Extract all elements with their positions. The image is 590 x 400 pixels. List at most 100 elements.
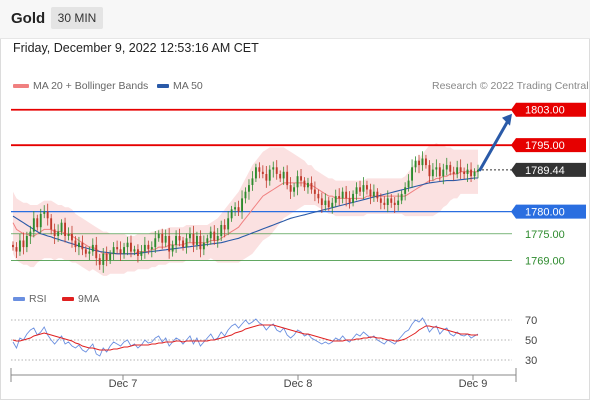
candle-body [53, 229, 56, 236]
candle-body [74, 240, 77, 248]
candle-body [78, 242, 80, 248]
candle-body [116, 247, 119, 250]
candle-body [463, 171, 466, 174]
legend-ma50-label: MA 50 [173, 80, 203, 92]
level-tag-1795.00 [511, 138, 586, 153]
candle-body [154, 238, 157, 248]
credit-label: Research © 2022 Trading Central [432, 80, 589, 92]
candle-body [223, 225, 226, 230]
candle-body [123, 247, 125, 254]
candle-body [366, 185, 368, 190]
candle-body [84, 249, 87, 254]
candle-body [404, 187, 407, 194]
candle-body [130, 242, 132, 252]
candle-body [317, 193, 320, 199]
candle-body [379, 198, 382, 203]
candle-body [362, 185, 365, 192]
level-label-1775.00: 1775.00 [525, 229, 565, 241]
candle-body [157, 233, 160, 239]
candle-body [435, 167, 438, 170]
candle-body [286, 171, 289, 186]
candle-body [386, 198, 389, 205]
candle-body [244, 191, 247, 199]
level-tag-label-1803.00: 1803.00 [525, 105, 565, 117]
level-tag-1803.00 [511, 102, 586, 117]
candle-body [268, 169, 271, 181]
rsi-tick-label-50: 50 [525, 335, 537, 347]
datetime-label: Friday, December 9, 2022 12:53:16 AM CET [13, 41, 259, 55]
candle-body [300, 176, 302, 181]
legend-9ma: 9MA [62, 293, 100, 305]
candle-body [251, 178, 254, 185]
candle-body [185, 238, 188, 248]
candle-body [192, 233, 195, 245]
candle-body [352, 193, 354, 203]
candle-body [182, 240, 184, 248]
legend-ma20: MA 20 + Bollinger Bands [13, 80, 148, 92]
chart-header: Gold 30 MIN [0, 0, 590, 39]
legend-9ma-swatch [62, 297, 74, 302]
candle-body [178, 236, 181, 241]
candle-body [171, 244, 174, 252]
candle-body [109, 253, 112, 261]
level-tag-label-1789.44: 1789.44 [525, 165, 565, 177]
legend-9ma-label: 9MA [78, 293, 100, 305]
candle-body [237, 207, 240, 212]
candle-body [81, 242, 84, 250]
candle-body [209, 231, 212, 239]
ma20-line [12, 171, 478, 255]
x-tick-label-Dec 8: Dec 8 [284, 378, 313, 390]
x-tick-label-Dec 7: Dec 7 [109, 378, 138, 390]
rsi-line [12, 317, 479, 357]
candle-body [265, 174, 268, 181]
candle-body [64, 222, 66, 236]
legend-ma50-swatch [157, 84, 169, 89]
candle-body [289, 185, 292, 192]
candle-body [112, 247, 115, 254]
candle-body [383, 202, 386, 205]
legend-rsi-swatch [13, 297, 25, 302]
candle-body [331, 202, 334, 208]
candle-body [425, 158, 427, 166]
candle-body [12, 244, 14, 248]
candle-body [390, 198, 393, 203]
candle-body [39, 213, 42, 228]
rsi-tick-label-70: 70 [525, 315, 537, 327]
level-tag-1780.00 [511, 204, 586, 219]
candle-body [411, 167, 413, 181]
candle-body [376, 191, 379, 199]
candle-body [150, 247, 153, 250]
candle-body [348, 198, 351, 203]
candle-body [216, 236, 219, 241]
candle-body [282, 171, 285, 179]
candle-body [137, 249, 139, 256]
candle-body [334, 196, 337, 203]
candle-body [230, 209, 233, 219]
level-label-1769.00: 1769.00 [525, 255, 565, 267]
candle-body [126, 242, 129, 248]
candle-body [102, 253, 105, 265]
timeframe-badge[interactable]: 30 MIN [51, 7, 103, 29]
candle-body [324, 200, 327, 205]
candle-body [296, 176, 299, 188]
candle-body [67, 233, 70, 236]
candle-body [313, 189, 316, 194]
candle-body [98, 258, 101, 265]
candle-body [459, 167, 462, 172]
legend-ma50: MA 50 [157, 80, 203, 92]
candle-body [95, 244, 98, 259]
candle-body [202, 242, 205, 250]
candle-body [32, 218, 35, 232]
candle-body [196, 236, 198, 245]
candle-body [213, 231, 216, 241]
candle-body [36, 218, 39, 228]
candle-body [303, 180, 306, 188]
candle-body [168, 236, 171, 252]
bollinger-band-area [13, 143, 478, 276]
candle-body [477, 169, 479, 172]
legend-ma20-swatch [13, 84, 29, 89]
candle-body [25, 236, 28, 248]
candle-body [359, 187, 361, 192]
symbol-title: Gold [11, 10, 46, 27]
